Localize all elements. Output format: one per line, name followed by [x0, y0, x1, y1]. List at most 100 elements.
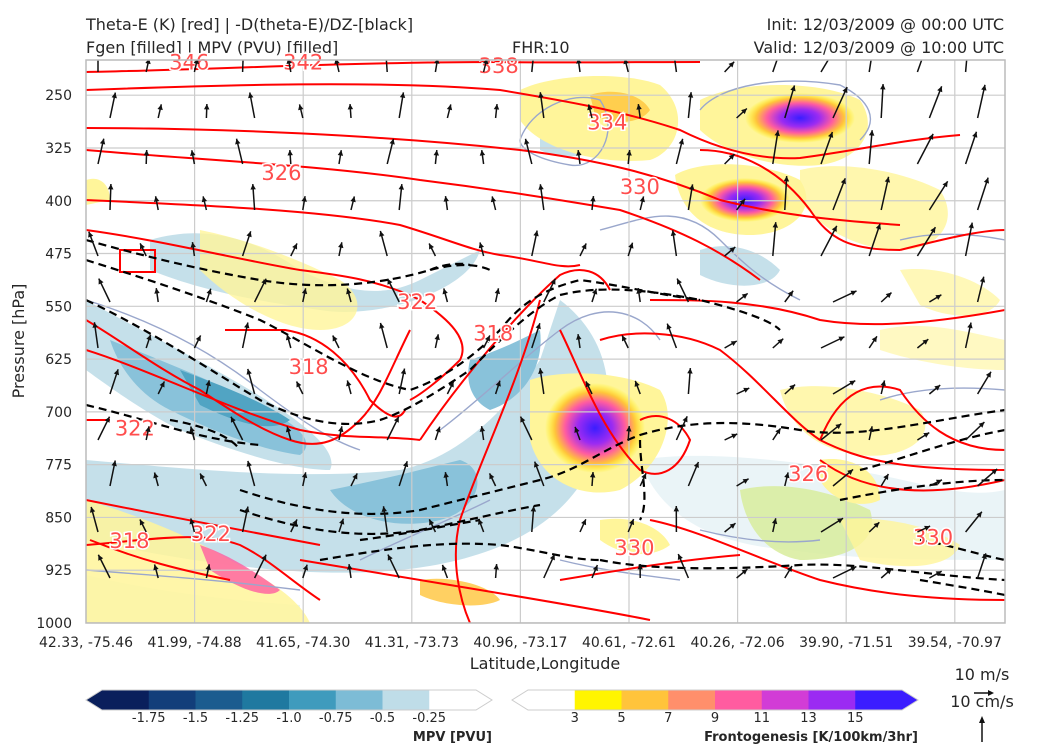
colorbar-segment	[102, 690, 150, 710]
theta-e-label: 322	[397, 290, 437, 314]
colorbar-segment	[382, 690, 430, 710]
wind-vector-head	[261, 554, 267, 561]
wind-vector-head	[285, 334, 292, 341]
wind-vector-head	[783, 176, 790, 182]
x-tick-label: 39.90, -71.51	[799, 635, 893, 651]
forecast-hour: FHR:10	[512, 38, 570, 57]
wind-vector-head	[538, 368, 544, 374]
wind-vector-head	[967, 322, 973, 329]
colorbar-tick-label: -0.25	[412, 711, 446, 726]
wind-vector-head	[485, 335, 490, 342]
wind-vector-head	[670, 230, 677, 236]
wind-vector-head	[483, 60, 489, 65]
colorbar-title: MPV [PVU]	[413, 730, 492, 745]
wind-vector	[928, 86, 943, 119]
wind-vector-head	[549, 554, 555, 561]
wind-vector-head	[676, 278, 682, 285]
theta-e-label: 322	[191, 522, 231, 546]
wind-vector-head	[301, 288, 308, 295]
wind-vector-head	[189, 426, 195, 433]
colorbar-extend-right	[902, 690, 918, 710]
wind-vector-head	[301, 196, 307, 202]
wind-vector-head	[689, 184, 695, 191]
wind-vector-head	[777, 338, 784, 345]
wind-vector-head	[287, 150, 293, 156]
wind-vector-head	[301, 472, 308, 479]
wind-vector-head	[771, 518, 778, 525]
y-axis-label: Pressure [hPa]	[9, 284, 28, 399]
wind-vector-head	[623, 60, 629, 65]
wind-vector-head	[389, 138, 395, 145]
dthetadz-contours	[86, 238, 1005, 597]
wind-vector-head	[448, 381, 454, 388]
wind-vector-head	[873, 522, 880, 528]
wind-vector-head	[332, 335, 338, 342]
wind-vector-head	[159, 381, 165, 388]
wind-vector-head	[671, 46, 676, 52]
wind-vector-head	[742, 478, 749, 484]
wind-vector-head	[840, 178, 846, 185]
theta-e-label: 346	[169, 51, 209, 75]
y-tick-label: 250	[45, 88, 72, 104]
wind-vector	[976, 84, 986, 119]
wind-vector-head	[576, 150, 582, 156]
colorbar-segment	[242, 690, 290, 710]
y-tick-label: 850	[45, 510, 72, 526]
wind-vector-head	[576, 60, 582, 64]
wind-vector-head	[574, 426, 580, 433]
wind-vector-head	[538, 184, 544, 190]
wind-vector	[531, 60, 534, 73]
wind-vector	[964, 222, 973, 257]
wind-vector-head	[621, 335, 627, 342]
wind-vector-head	[789, 384, 796, 391]
wind-vector	[784, 176, 788, 211]
wind-vector-head	[334, 60, 340, 65]
wind-vector-head	[831, 225, 837, 232]
theta-e-label: 330	[620, 175, 660, 199]
wind-vector-head	[592, 288, 598, 295]
wind-vector-head	[88, 231, 94, 238]
y-tick-label: 475	[45, 247, 72, 263]
wind-vector-head	[346, 380, 352, 387]
wind-vector-head	[983, 177, 990, 184]
wind-vector-head	[402, 461, 409, 468]
wind-vector	[868, 60, 872, 73]
wind-vector-head	[104, 416, 110, 423]
wind-vector	[964, 131, 978, 165]
wind-vector-head	[587, 104, 593, 111]
wind-reference: 10 m/s 10 cm/s	[950, 665, 1014, 742]
wind-vector-head	[261, 278, 267, 285]
chart-title-line1: Theta-E (K) [red] | -D(theta-E)/DZ-[blac…	[86, 15, 414, 34]
wind-vector	[784, 85, 796, 119]
wind-vector-head	[576, 334, 582, 340]
wind-vector-head	[847, 469, 854, 475]
wind-vector-head	[884, 176, 891, 183]
wind-vector-head	[871, 336, 877, 343]
wind-vector-head	[153, 472, 159, 479]
colorbar-tick-label: -1.0	[276, 711, 301, 726]
colorbar-tick-label: 7	[664, 711, 672, 726]
wind-vector-head	[535, 323, 541, 330]
wind-vector-head	[244, 322, 250, 329]
wind-vector-head	[434, 60, 440, 64]
wind-vector-head	[728, 154, 735, 160]
wind-vector-head	[833, 43, 838, 49]
wind-vector-head	[387, 554, 393, 561]
wind-vector-head	[634, 380, 640, 387]
y-tick-label: 400	[45, 194, 72, 210]
wind-vector-head	[589, 472, 596, 478]
wind-vector-head	[387, 278, 393, 285]
wind-vector-head	[730, 341, 737, 347]
wind-vector-head	[95, 46, 100, 51]
theta-e-label: 318	[473, 321, 513, 345]
wind-vector-head	[398, 184, 405, 190]
colorbar-extend-right	[476, 690, 492, 710]
colorbar-segment	[528, 690, 576, 710]
theta-e-label: 318	[109, 529, 149, 553]
colorbar-extend-left	[512, 690, 528, 710]
wind-vector-head	[205, 380, 211, 387]
wind-vector-head	[981, 553, 987, 560]
colorbar-tick-label: 15	[847, 711, 864, 726]
colorbar-segment	[195, 690, 243, 710]
wind-vector-head	[443, 196, 449, 202]
